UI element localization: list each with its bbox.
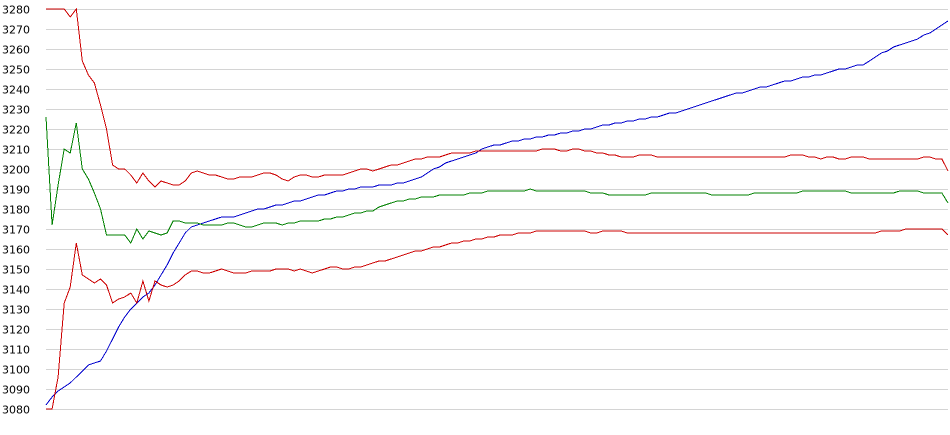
- y-tick-label: 3210: [2, 144, 30, 157]
- y-tick-label: 3270: [2, 24, 30, 37]
- y-tick-label: 3140: [2, 284, 30, 297]
- series-line-3: [45, 116, 949, 244]
- y-tick-label: 3110: [2, 344, 30, 357]
- y-axis-tick-labels: 3080 3090 3100 3110 3120 3130 3140 3150 3160 3170…: [2, 4, 30, 417]
- y-tick-label: 3240: [2, 84, 30, 97]
- y-tick-label: 3230: [2, 104, 30, 117]
- y-tick-label: 3130: [2, 304, 30, 317]
- y-tick-label: 3200: [2, 164, 30, 177]
- series-lines: [45, 7, 949, 410]
- y-tick-label: 3190: [2, 184, 30, 197]
- y-tick-label: 3260: [2, 44, 30, 57]
- y-tick-label: 3170: [2, 224, 30, 237]
- series-line-1: [45, 20, 949, 406]
- y-tick-label: 3150: [2, 264, 30, 277]
- y-tick-label: 3090: [2, 384, 30, 397]
- y-tick-label: 3100: [2, 364, 30, 377]
- y-tick-label: 3180: [2, 204, 30, 217]
- gridlines: [46, 9, 948, 410]
- y-tick-label: 3160: [2, 244, 30, 257]
- series-line-4: [46, 228, 949, 410]
- y-tick-label: 3220: [2, 124, 30, 137]
- y-tick-label: 3120: [2, 324, 30, 337]
- y-tick-label: 3080: [2, 404, 30, 417]
- y-tick-label: 3250: [2, 64, 30, 77]
- series-line-2: [46, 7, 949, 188]
- y-tick-label: 3280: [2, 4, 30, 17]
